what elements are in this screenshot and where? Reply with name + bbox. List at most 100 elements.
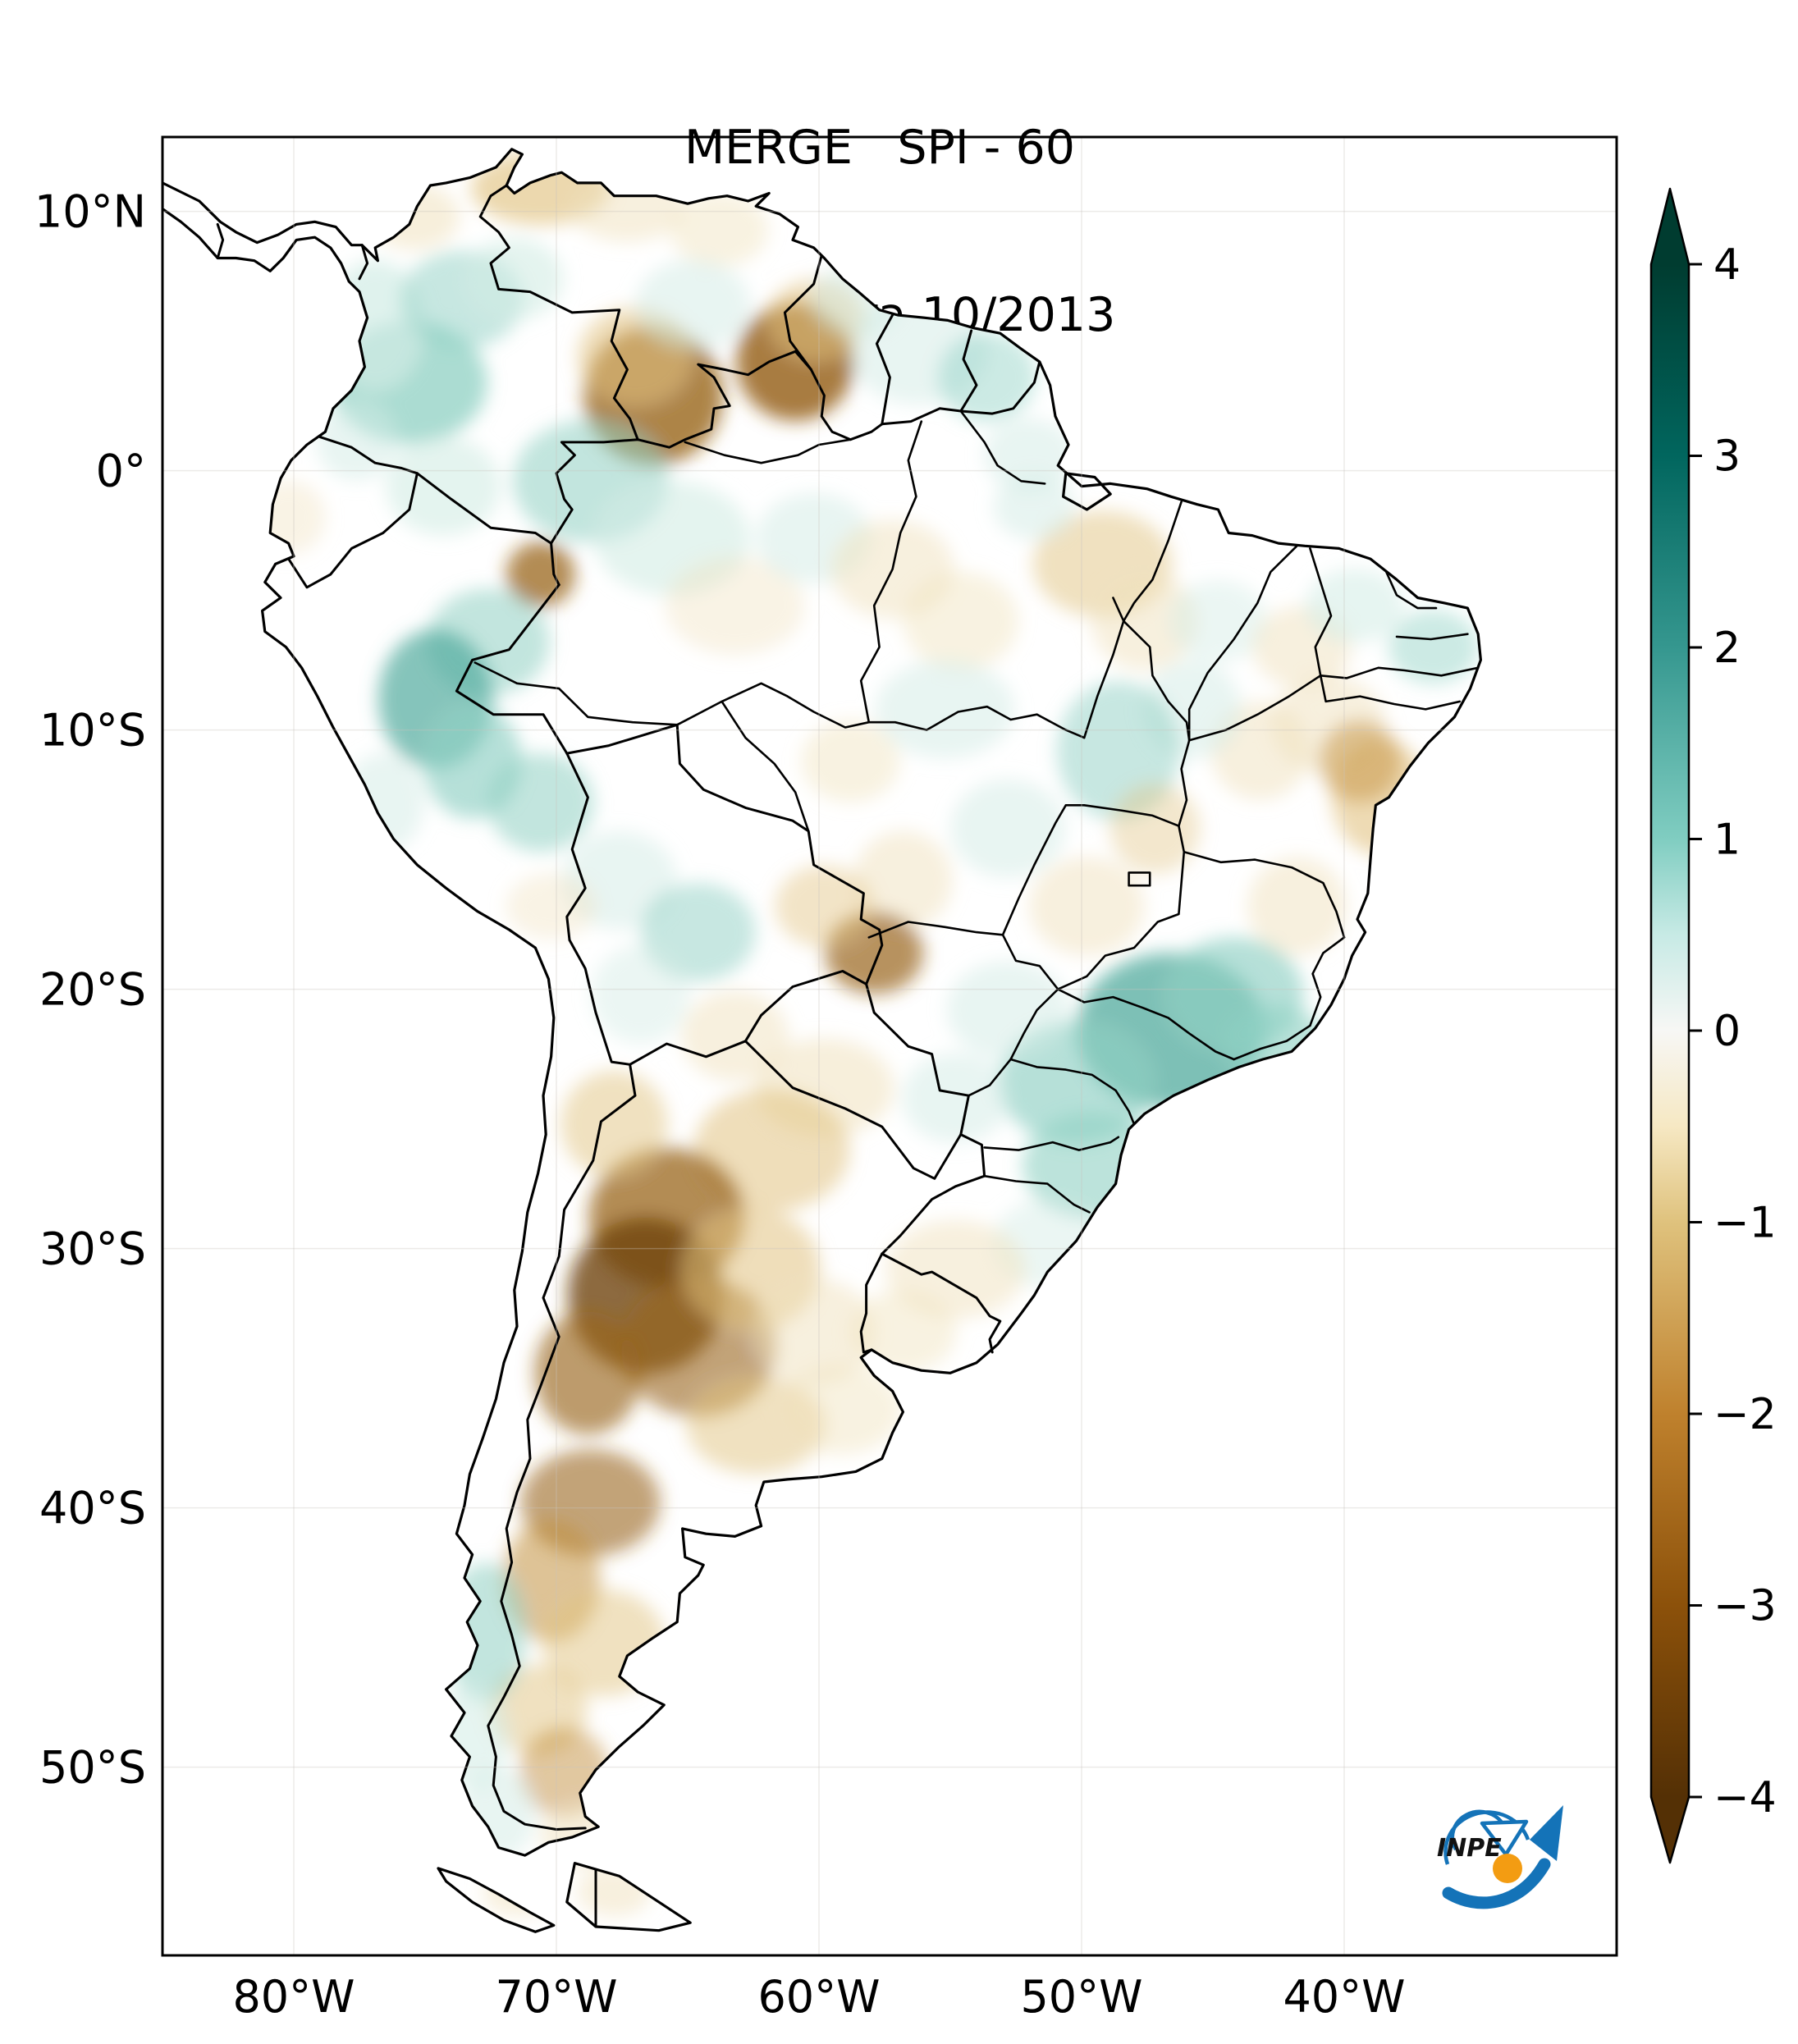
spi-blob [315,398,398,481]
spi-blob [775,865,874,948]
spi-blob [752,1278,876,1385]
colorbar-tick-label: 2 [1713,624,1741,673]
spi-blob [534,1311,642,1435]
state-border [1009,1058,1136,1126]
spi-blob [506,542,575,607]
state-border [1309,547,1333,677]
spi-blob [984,418,1074,492]
spi-blob [950,779,1066,878]
country-border [318,436,419,475]
title-line-1: MERGE SPI - 60 [684,121,1076,175]
country-border [743,1040,963,1180]
state-border [1233,1024,1311,1061]
country-borders-layer [216,184,1041,1927]
state-border [1122,620,1191,742]
lon-tick-label: 70°W [495,1971,617,2023]
island-coastline [565,1862,692,1932]
spi-blob [902,1053,1009,1144]
lon-tick-label: 50°W [1020,1971,1142,2023]
state-border [1056,988,1235,1061]
spi-blob [993,473,1076,540]
spi-blob [1169,579,1268,662]
country-border [550,438,639,545]
spi-blob [464,237,564,320]
state-border [1128,871,1151,887]
spi-blob [591,945,690,1044]
state-border [1056,850,1186,990]
country-border [783,254,823,371]
lat-tick-label: 10°N [34,186,146,238]
state-borders-layer [474,409,1480,1214]
state-border [675,682,1086,739]
state-border [1001,934,1059,990]
inpe-globe-inner-arc [1450,1809,1505,1851]
spi-blob [801,720,900,803]
inpe-swoosh-arrowhead [1530,1805,1563,1861]
spi-blob [570,176,685,242]
state-border [959,409,1046,485]
colorbar-tick-label: 0 [1713,1007,1741,1056]
colorbar-tick-label: −2 [1713,1390,1777,1439]
state-border [1319,674,1462,711]
country-border [415,472,560,587]
state-border [1395,633,1469,641]
spi-blob [903,571,1018,670]
state-border [983,1136,1120,1151]
country-border [875,313,894,426]
inpe-logo-text: INPE [1437,1834,1502,1863]
grid-lines [162,137,1617,1955]
colorbar-tick-label: 1 [1713,816,1741,865]
colorbar-tick-label: −3 [1713,1582,1777,1631]
colorbar-gradient-bar [1649,187,1690,1864]
spi-blob [875,660,1015,759]
lon-tick-label: 40°W [1283,1971,1405,2023]
state-border [474,661,679,726]
state-border [1082,597,1125,739]
country-border [287,472,419,589]
inpe-down-arrow-icon [1480,1819,1529,1857]
country-border [216,222,225,259]
country-border [881,1133,986,1255]
colorbar-tick-labels: 4 3 2 1 0 −1 −2 −3 −4 [1713,240,1777,1822]
spi-blob [937,332,1036,423]
spi-blob [1029,857,1145,956]
country-border [743,970,868,1043]
spi-blob [386,437,501,536]
state-border [1082,804,1180,827]
spi-blob [665,556,805,655]
lat-tick-label: 20°S [39,964,146,1016]
state-border [1178,739,1191,853]
colorbar: 4 3 2 1 0 −1 −2 −3 −4 [1649,187,1777,1864]
colorbar-tick-label: −1 [1713,1199,1777,1248]
state-border [1309,936,1346,1027]
spi-blob [1305,569,1404,642]
spi-blob [853,830,953,930]
spi-blob [487,753,594,853]
state-border [684,438,852,464]
country-border [565,723,884,985]
state-border [859,420,923,724]
country-border [636,350,812,449]
spi-blob [560,1071,668,1177]
inpe-logo: INPE [1437,1805,1563,1909]
state-border [1187,545,1298,742]
map-frame [161,135,1618,1957]
country-border [455,583,569,755]
state-border [867,921,1004,939]
island-coastline [437,1867,556,1933]
country-border [565,752,589,942]
colorbar-ticks [1689,263,1702,1799]
spi-blob [1388,610,1479,684]
colorbar-tick-label: −4 [1713,1773,1777,1822]
spi-blob [778,1364,902,1455]
spi-blob [1319,720,1402,803]
country-border [959,360,1041,415]
spi-blob [670,192,769,267]
lat-tick-label: 40°S [39,1483,146,1534]
country-border [629,1040,747,1066]
state-border [1187,674,1322,742]
state-border [1319,666,1480,679]
colorbar-tick-label: 4 [1713,240,1741,290]
